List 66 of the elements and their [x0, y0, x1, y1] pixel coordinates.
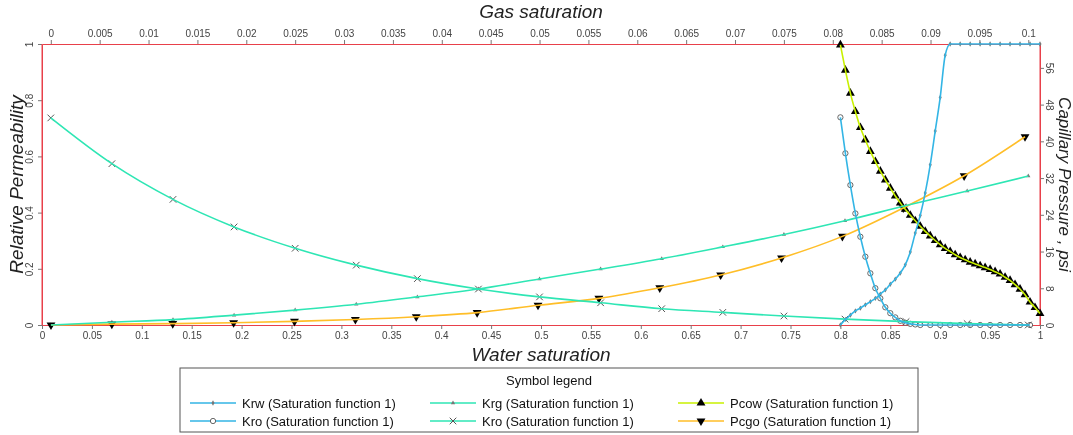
y2-tick-label: 40: [1043, 136, 1055, 148]
x-tick-label: 0: [39, 330, 46, 342]
x2-tick-label: 0.02: [237, 28, 257, 39]
y2-tick-label: 0: [1043, 322, 1055, 329]
x2-tick-label: 0.065: [674, 28, 700, 39]
y2-tick-label: 8: [1043, 285, 1055, 292]
x2-tick-label: 0.045: [478, 28, 505, 39]
x2-tick-label: 0.06: [628, 28, 648, 39]
x2-tick-label: 0.005: [87, 28, 114, 39]
x2-tick-label: 0.035: [380, 28, 407, 39]
y-tick-label: 0.4: [24, 205, 36, 221]
x-tick-label: 0.25: [282, 330, 303, 342]
x2-tick-label: 0: [48, 28, 55, 39]
x2-tick-label: 0.055: [576, 28, 602, 39]
x-tick-label: 0.55: [581, 330, 602, 342]
x2-tick-label: 0.03: [334, 28, 355, 39]
x-tick-label: 0.65: [681, 330, 702, 342]
y-tick-label: 0.6: [24, 149, 36, 164]
x2-tick-label: 0.01: [139, 28, 160, 39]
x-tick-label: 0.2: [235, 330, 250, 342]
x-tick-label: 0.85: [881, 330, 901, 342]
x2-axis-title: Gas saturation: [479, 1, 603, 22]
legend-label: Pcow (Saturation function 1): [730, 395, 894, 411]
y2-tick-label: 16: [1043, 246, 1055, 259]
x-tick-label: 0.6: [634, 330, 649, 342]
x-tick-label: 0.9: [933, 330, 949, 342]
legend-label: Krg (Saturation function 1): [482, 395, 634, 411]
legend-label: Kro (Saturation function 1): [242, 413, 394, 429]
x-tick-label: 0.8: [833, 330, 849, 342]
y2-axis-title: Capillary Pressure , psi: [1055, 97, 1073, 274]
legend-title: Symbol legend: [506, 373, 592, 388]
y2-tick-label: 24: [1043, 209, 1055, 222]
y-tick-label: 1: [24, 41, 36, 48]
y-tick-label: 0: [24, 322, 36, 329]
x-tick-label: 0.5: [534, 330, 549, 342]
legend-label: Kro (Saturation function 1): [482, 413, 634, 429]
legend-label: Krw (Saturation function 1): [242, 395, 396, 411]
x2-tick-label: 0.04: [432, 28, 453, 39]
x2-tick-label: 0.08: [823, 28, 844, 39]
x-tick-label: 1: [1037, 330, 1044, 342]
y2-tick-label: 32: [1043, 173, 1055, 185]
y-tick-label: 0.2: [24, 261, 36, 277]
x-tick-label: 0.05: [82, 330, 103, 342]
x2-tick-label: 0.05: [530, 28, 551, 39]
x2-tick-label: 0.095: [967, 28, 993, 39]
x2-tick-label: 0.025: [283, 28, 309, 39]
y-tick-label: 0.8: [24, 93, 36, 108]
y2-tick-label: 56: [1043, 62, 1055, 75]
x2-tick-label: 0.075: [771, 28, 798, 39]
legend-label: Pcgo (Saturation function 1): [730, 413, 892, 429]
x-tick-label: 0.45: [481, 330, 502, 342]
x2-tick-label: 0.1: [1021, 28, 1037, 39]
x2-tick-label: 0.09: [921, 28, 942, 39]
x-axis-title: Water saturation: [471, 344, 611, 365]
x2-tick-label: 0.07: [725, 28, 746, 39]
x-tick-label: 0.35: [382, 330, 402, 342]
x-tick-label: 0.3: [334, 330, 350, 342]
x-tick-label: 0.7: [734, 330, 749, 342]
x-tick-label: 0.4: [434, 330, 450, 342]
x-tick-label: 0.1: [135, 330, 150, 342]
x-tick-label: 0.75: [781, 330, 802, 342]
x-tick-label: 0.95: [980, 330, 1001, 342]
x-tick-label: 0.15: [182, 330, 203, 342]
x2-tick-label: 0.085: [869, 28, 896, 39]
x2-tick-label: 0.015: [185, 28, 211, 39]
y2-tick-label: 48: [1043, 99, 1055, 112]
